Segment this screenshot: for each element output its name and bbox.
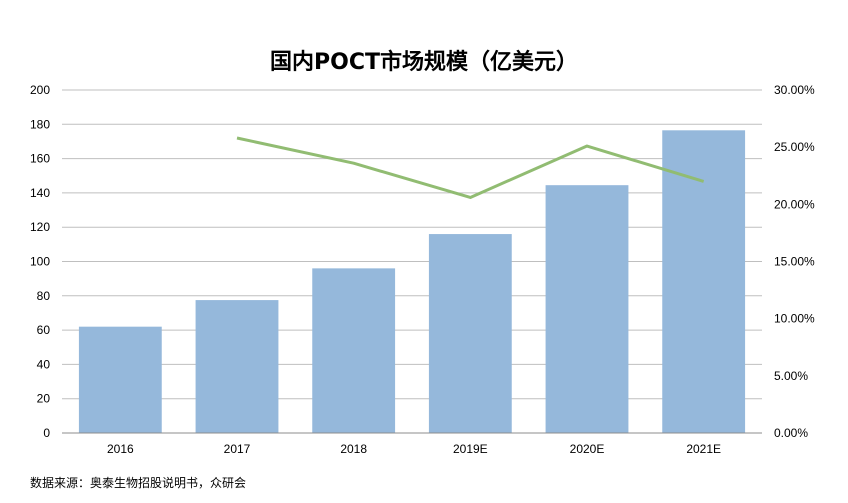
bar: [195, 300, 279, 433]
x-tick-label: 2018: [340, 442, 367, 456]
chart-title: 国内POCT市场规模（亿美元）: [270, 50, 578, 75]
source-note: 数据来源：奥泰生物招股说明书，众研会: [30, 476, 247, 490]
left-tick-label: 20: [37, 392, 51, 406]
left-tick-label: 60: [37, 323, 51, 337]
left-tick-label: 80: [37, 289, 51, 303]
right-tick-label: 30.00%: [774, 83, 815, 97]
growth-line: [236, 136, 705, 199]
bar-series: [78, 130, 746, 434]
left-tick-label: 160: [30, 152, 50, 166]
right-tick-label: 5.00%: [774, 369, 808, 383]
x-tick-label: 2020E: [570, 442, 605, 456]
left-tick-label: 120: [30, 220, 50, 234]
right-tick-label: 20.00%: [774, 197, 815, 211]
left-axis-ticks: 0 20 40 60 80 100 120 140 160 180 200: [30, 83, 50, 440]
left-tick-label: 200: [30, 83, 50, 97]
x-tick-label: 2021E: [686, 442, 721, 456]
left-tick-label: 180: [30, 117, 50, 131]
line-series: [236, 136, 705, 199]
bar: [312, 268, 396, 433]
right-tick-label: 0.00%: [774, 426, 808, 440]
right-tick-label: 10.00%: [774, 312, 815, 326]
bar: [428, 234, 512, 433]
right-tick-label: 25.00%: [774, 140, 815, 154]
bar: [78, 326, 162, 433]
left-tick-label: 40: [37, 357, 51, 371]
gridlines: [62, 89, 762, 400]
bar: [662, 130, 746, 434]
x-axis-ticks: 2016 2017 2018 2019E 2020E 2021E: [107, 442, 721, 456]
bar: [545, 185, 629, 433]
right-tick-label: 15.00%: [774, 255, 815, 269]
left-tick-label: 0: [43, 426, 50, 440]
left-tick-label: 100: [30, 255, 50, 269]
left-tick-label: 140: [30, 186, 50, 200]
x-tick-label: 2017: [224, 442, 251, 456]
x-tick-label: 2019E: [453, 442, 488, 456]
x-tick-label: 2016: [107, 442, 134, 456]
right-axis-ticks: 0.00% 5.00% 10.00% 15.00% 20.00% 25.00% 30.00%: [774, 83, 815, 440]
